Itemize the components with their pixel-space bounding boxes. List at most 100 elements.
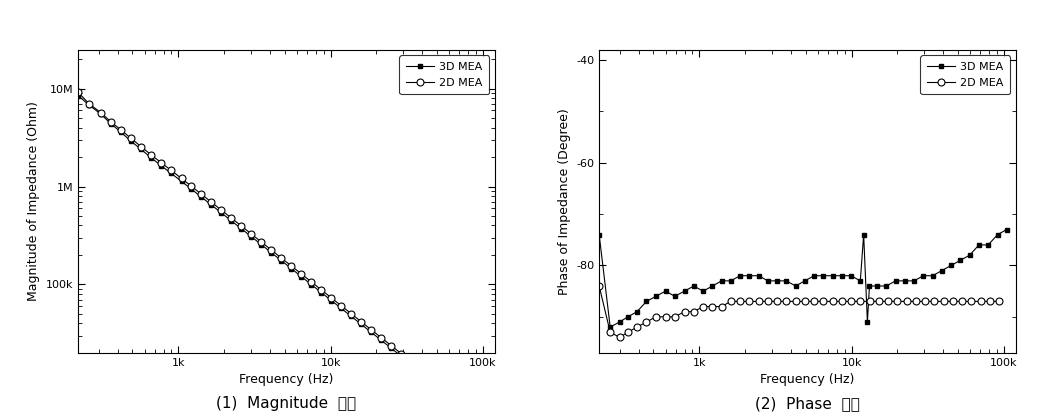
3D MEA [336,306,348,311]
2D MEA [425,375,438,380]
2D MEA [734,299,746,304]
2D MEA [95,110,107,115]
3D MEA [771,278,784,283]
3D MEA [880,283,893,288]
2D MEA [365,327,377,332]
2D MEA [83,101,96,106]
2D MEA [669,314,681,319]
3D MEA [245,234,257,239]
2D MEA [336,303,348,308]
2D MEA [640,320,652,325]
2D MEA [817,299,829,304]
3D MEA [917,273,929,278]
2D MEA [435,383,447,388]
3D MEA [225,218,238,223]
3D MEA [175,179,188,184]
X-axis label: Frequency (Hz): Frequency (Hz) [240,373,333,386]
2D MEA [771,299,784,304]
3D MEA [889,278,901,283]
2D MEA [630,325,643,330]
3D MEA [762,278,774,283]
2D MEA [195,192,207,197]
3D MEA [836,273,848,278]
2D MEA [790,299,802,304]
3D MEA [593,232,605,237]
2D MEA [175,176,188,181]
Line: 3D MEA: 3D MEA [597,227,1010,330]
2D MEA [660,314,672,319]
2D MEA [956,299,968,304]
3D MEA [405,362,418,367]
2D MEA [355,320,368,325]
3D MEA [650,294,663,299]
3D MEA [982,242,994,247]
3D MEA [205,203,218,208]
2D MEA [465,407,477,412]
2D MEA [872,299,885,304]
2D MEA [125,136,138,141]
3D MEA [734,273,746,278]
2D MEA [115,127,127,132]
3D MEA [614,320,626,325]
2D MEA [275,256,288,261]
3D MEA [386,346,398,351]
3D MEA [826,273,839,278]
3D MEA [295,274,307,279]
3D MEA [145,155,157,160]
3D MEA [724,278,737,283]
2D MEA [155,160,168,165]
2D MEA [604,330,617,335]
2D MEA [265,247,277,252]
2D MEA [882,299,894,304]
3D MEA [808,273,820,278]
2D MEA [245,232,257,237]
2D MEA [104,119,117,124]
3D MEA [315,290,327,295]
3D MEA [455,402,468,407]
2D MEA [165,168,177,173]
3D MEA [861,320,873,325]
3D MEA [697,289,710,294]
2D MEA [678,309,691,314]
3D MEA [255,242,268,247]
3D MEA [854,278,867,283]
2D MEA [395,351,407,356]
2D MEA [235,224,248,229]
3D MEA [435,386,447,391]
2D MEA [946,299,959,304]
Line: 2D MEA: 2D MEA [75,89,485,415]
3D MEA [265,250,277,255]
3D MEA [936,268,948,273]
3D MEA [798,278,811,283]
2D MEA [715,304,727,309]
3D MEA [165,171,177,176]
3D MEA [134,147,147,152]
2D MEA [900,299,913,304]
3D MEA [355,322,368,327]
2D MEA [345,311,357,316]
3D MEA [871,283,884,288]
3D MEA [115,129,127,134]
2D MEA [216,208,228,212]
2D MEA [706,304,719,309]
3D MEA [365,330,377,335]
X-axis label: Frequency (Hz): Frequency (Hz) [761,373,854,386]
2D MEA [145,152,157,157]
2D MEA [185,184,198,189]
Y-axis label: Magnitude of Impedance (Ohm): Magnitude of Impedance (Ohm) [27,101,41,301]
2D MEA [386,343,398,348]
3D MEA [425,378,438,383]
2D MEA [798,299,811,304]
3D MEA [817,273,829,278]
3D MEA [669,294,681,299]
3D MEA [604,325,617,330]
2D MEA [808,299,820,304]
3D MEA [325,298,338,303]
3D MEA [275,258,288,263]
3D MEA [991,232,1003,237]
3D MEA [195,195,207,200]
2D MEA [286,264,298,269]
2D MEA [445,391,457,396]
2D MEA [225,216,238,221]
3D MEA [445,394,457,399]
